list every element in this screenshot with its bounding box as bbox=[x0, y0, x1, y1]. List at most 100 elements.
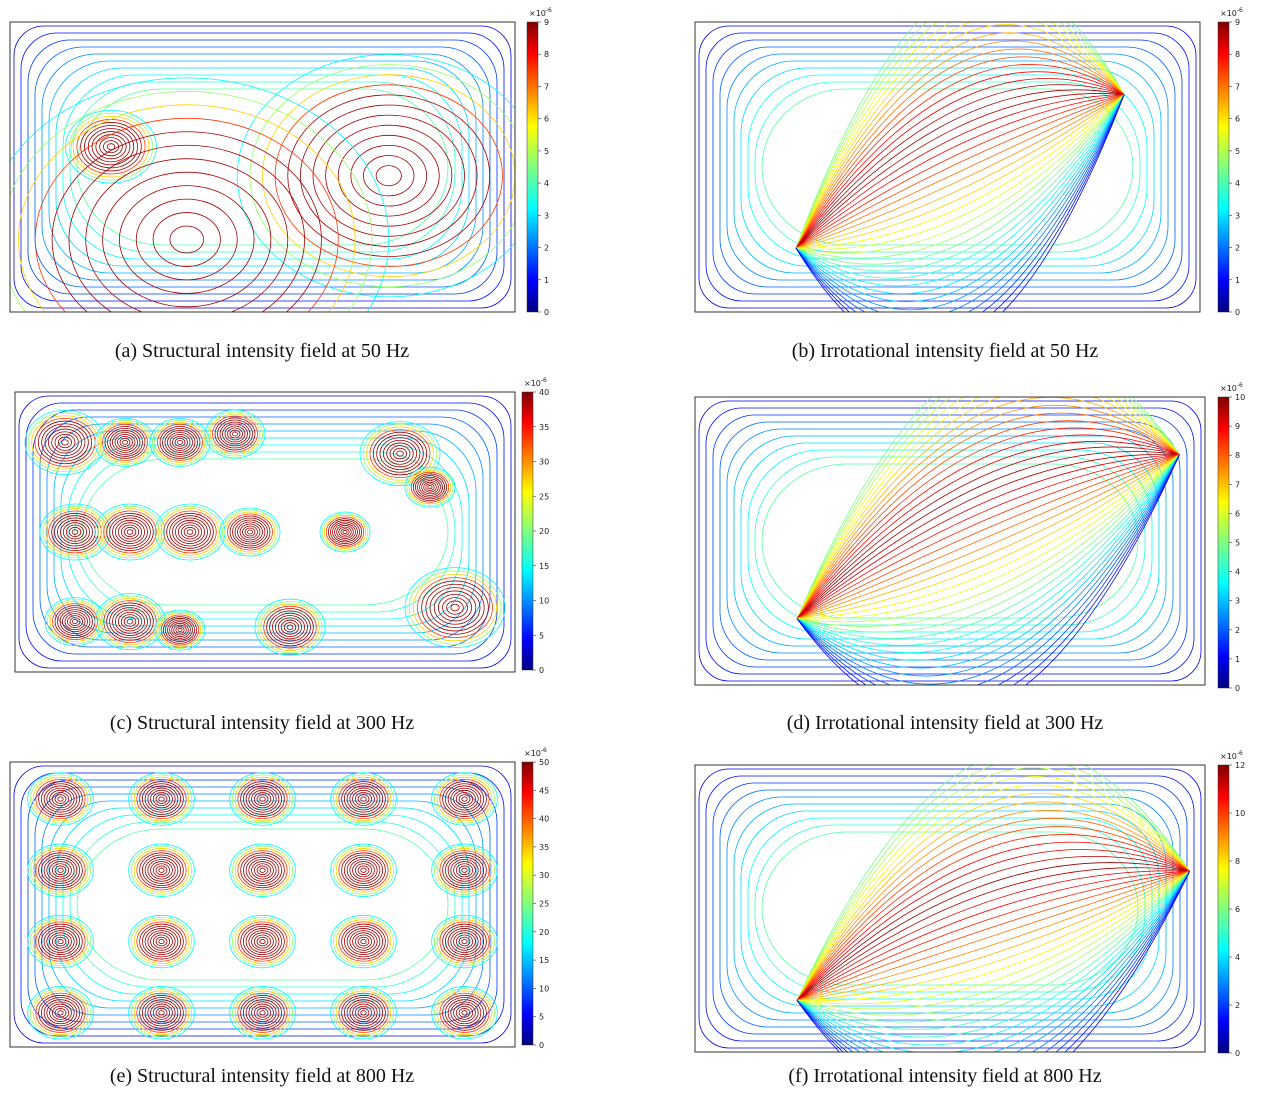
colorbar-tick-label: 7 bbox=[544, 82, 549, 91]
streamline bbox=[796, 397, 1180, 619]
streamline bbox=[330, 986, 397, 1040]
streamline bbox=[330, 843, 397, 897]
streamline bbox=[167, 619, 193, 641]
streamline bbox=[155, 1008, 168, 1018]
streamline bbox=[408, 570, 502, 645]
streamline bbox=[425, 583, 485, 632]
streamline bbox=[352, 1003, 375, 1022]
streamline bbox=[57, 517, 93, 547]
streamline bbox=[796, 454, 1180, 627]
streamline bbox=[158, 612, 202, 648]
streamline bbox=[248, 787, 277, 811]
streamline bbox=[319, 511, 371, 553]
streamline bbox=[80, 122, 142, 172]
streamline bbox=[747, 74, 1148, 260]
streamline bbox=[796, 870, 1190, 1001]
streamline bbox=[796, 871, 1191, 1052]
colorbar-tick-label: 10 bbox=[1235, 393, 1245, 402]
streamline bbox=[54, 865, 67, 876]
streamline bbox=[97, 505, 163, 559]
streamline bbox=[436, 848, 493, 893]
colorbar-tick-label: 2 bbox=[1235, 626, 1240, 635]
streamline bbox=[229, 843, 296, 897]
colorbar-tick-label: 1 bbox=[1235, 276, 1240, 285]
streamline bbox=[461, 867, 468, 873]
streamline bbox=[152, 863, 171, 878]
streamline bbox=[796, 849, 1190, 1001]
streamline bbox=[795, 40, 1125, 249]
streamline bbox=[39, 503, 111, 561]
streamline bbox=[327, 518, 363, 546]
streamline bbox=[254, 598, 326, 656]
streamline bbox=[237, 778, 288, 820]
streamline bbox=[133, 848, 190, 893]
streamline bbox=[103, 600, 157, 643]
streamline bbox=[147, 930, 176, 953]
streamline bbox=[217, 419, 253, 449]
streamline bbox=[128, 843, 195, 897]
streamline bbox=[796, 826, 1190, 1001]
streamline bbox=[447, 928, 482, 956]
streamline bbox=[183, 526, 197, 538]
streamline bbox=[343, 997, 384, 1029]
streamline bbox=[796, 397, 1180, 619]
colorbar-tick-label: 3 bbox=[544, 211, 549, 220]
streamline bbox=[35, 850, 86, 891]
streamline bbox=[795, 94, 1125, 311]
streamline bbox=[232, 917, 293, 967]
streamline bbox=[248, 930, 277, 953]
streamline bbox=[46, 858, 75, 882]
colorbar-tick-label: 8 bbox=[1235, 50, 1240, 59]
streamline bbox=[796, 870, 1190, 1001]
streamline bbox=[42, 505, 108, 559]
streamline bbox=[796, 451, 1180, 620]
streamline bbox=[149, 417, 211, 467]
streamline bbox=[158, 867, 165, 873]
streamline bbox=[795, 94, 1125, 259]
streamline bbox=[40, 783, 81, 815]
streamline bbox=[244, 527, 256, 537]
streamline bbox=[375, 165, 402, 187]
streamline bbox=[253, 1005, 272, 1020]
streamline bbox=[795, 84, 1125, 249]
streamline bbox=[447, 999, 482, 1027]
colorbar-tick-label: 3 bbox=[1235, 597, 1240, 606]
streamline bbox=[150, 861, 173, 880]
streamline bbox=[439, 850, 490, 891]
streamline bbox=[57, 436, 73, 449]
colorbar-tick-label: 25 bbox=[539, 492, 549, 501]
streamline bbox=[55, 67, 470, 267]
streamline bbox=[234, 919, 291, 964]
streamline bbox=[147, 787, 176, 811]
colorbar-tick-label: 5 bbox=[1235, 147, 1240, 156]
streamline bbox=[747, 449, 1153, 633]
streamline bbox=[447, 785, 482, 813]
streamline bbox=[115, 609, 145, 634]
colorbar-tick-label: 7 bbox=[1235, 82, 1240, 91]
streamline bbox=[343, 854, 384, 887]
streamline bbox=[796, 453, 1180, 620]
streamline bbox=[341, 852, 386, 889]
streamline bbox=[106, 143, 116, 151]
streamline bbox=[796, 454, 1180, 620]
streamline bbox=[175, 626, 185, 634]
streamline bbox=[795, 94, 1125, 265]
streamline bbox=[795, 56, 1125, 249]
streamline bbox=[62, 74, 463, 260]
streamline bbox=[338, 921, 389, 962]
streamline bbox=[796, 871, 1191, 1052]
streamline bbox=[712, 414, 1188, 668]
caption: (f) Irrotational intensity field at 800 … bbox=[788, 1065, 1101, 1087]
streamline bbox=[46, 1001, 75, 1025]
streamline bbox=[733, 60, 1162, 274]
colorbar-tick-label: 0 bbox=[544, 308, 549, 317]
streamline bbox=[69, 617, 81, 626]
streamline bbox=[212, 415, 258, 453]
streamline bbox=[34, 417, 96, 467]
streamlines bbox=[13, 765, 512, 1044]
streamline bbox=[796, 397, 1180, 619]
streamline bbox=[442, 852, 487, 889]
streamline bbox=[253, 934, 272, 949]
streamline bbox=[336, 524, 354, 540]
streamline bbox=[245, 928, 280, 956]
